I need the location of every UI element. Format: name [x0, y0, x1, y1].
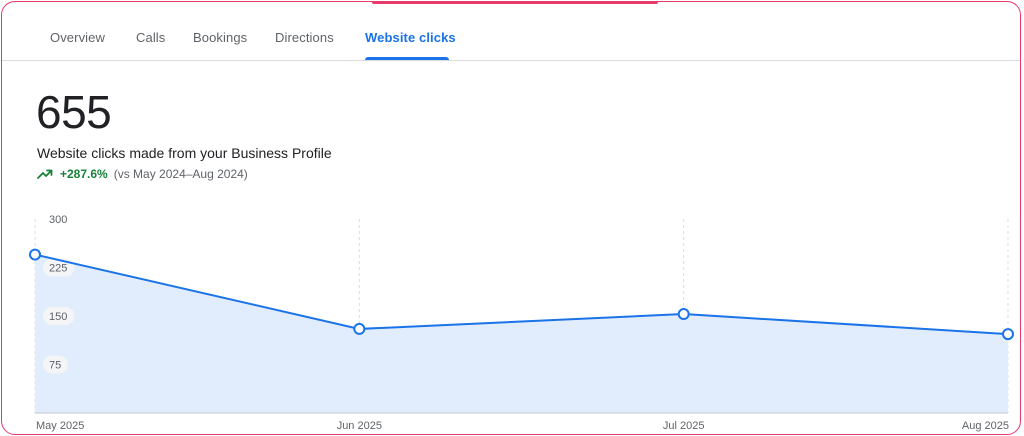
y-tick-label: 300	[49, 214, 67, 226]
chart-data-point[interactable]	[29, 248, 41, 261]
website-clicks-chart: 300 225 150 75 May 2025 Jun 2025 Jul 2025 Aug …	[29, 214, 1014, 432]
x-tick-label: Jun 2025	[337, 420, 382, 432]
chart-series-line	[34, 253, 1009, 336]
chart-data-point[interactable]	[677, 308, 690, 321]
chart-area-fill	[35, 254, 1008, 413]
active-tab-indicator	[365, 57, 449, 60]
metric-comparison-period: (vs May 2024–Aug 2024)	[113, 167, 248, 181]
chart-x-axis: May 2025 Jun 2025 Jul 2025 Aug 2025	[36, 420, 1009, 432]
x-tick-label: Jul 2025	[663, 420, 705, 432]
y-tick-label: 225	[49, 263, 67, 275]
y-tick-label: 150	[49, 311, 67, 323]
chart-y-tick: 150	[43, 307, 75, 325]
tab-overview[interactable]: Overview	[50, 30, 105, 45]
y-tick-background	[43, 307, 75, 325]
tab-website-clicks[interactable]: Website clicks	[365, 30, 456, 45]
y-tick-label: 75	[49, 360, 61, 372]
metric-tabs: Overview Calls Bookings Directions Websi…	[2, 2, 1020, 61]
chart-points	[29, 248, 1014, 341]
metric-description: Website clicks made from your Business P…	[37, 145, 332, 161]
x-tick-label: May 2025	[36, 420, 84, 432]
y-tick-background	[43, 258, 75, 277]
metric-change-row: +287.6% (vs May 2024–Aug 2024)	[37, 167, 248, 181]
tab-directions[interactable]: Directions	[275, 30, 334, 45]
chart-y-tick: 225	[43, 258, 75, 277]
chart-data-point[interactable]	[353, 322, 366, 335]
tab-calls[interactable]: Calls	[136, 30, 166, 45]
metric-change-value: +287.6%	[60, 167, 108, 181]
y-tick-background	[43, 355, 68, 374]
metric-total: 655	[36, 86, 112, 138]
chart-y-axis: 300 225 150 75	[43, 214, 75, 374]
chart-y-tick: 75	[43, 355, 68, 374]
top-accent-bar	[372, 2, 658, 4]
chart-y-tick: 300	[49, 214, 67, 226]
trending-up-icon	[37, 169, 53, 179]
tab-bookings[interactable]: Bookings	[193, 30, 248, 45]
x-tick-label: Aug 2025	[962, 420, 1009, 432]
chart-data-point[interactable]	[1002, 328, 1014, 341]
